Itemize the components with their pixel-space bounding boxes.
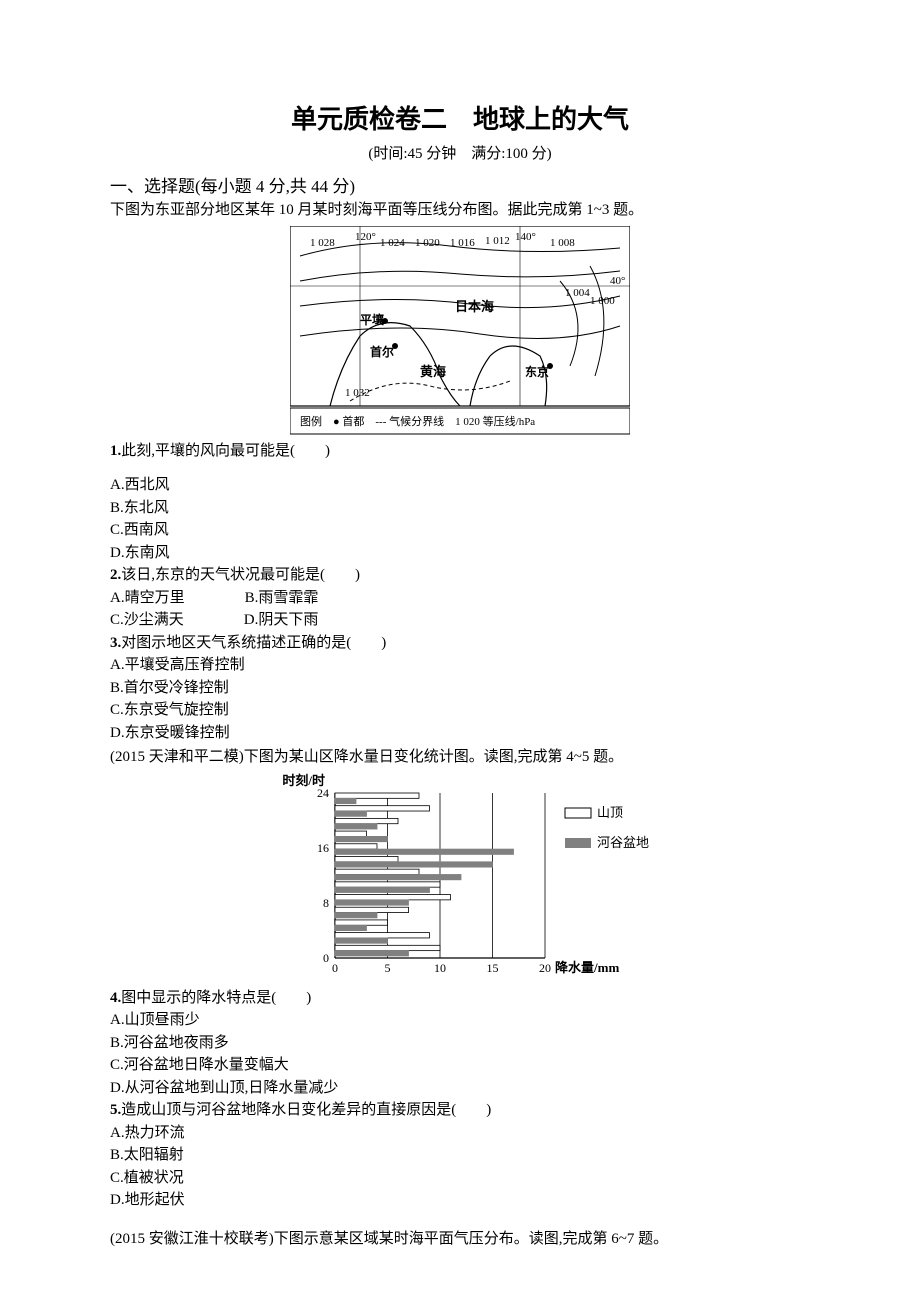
- figure-precip-chart: 时刻/时05101520081624降水量/mm山顶河谷盆地: [110, 773, 810, 983]
- q-number: 2.: [110, 567, 121, 583]
- svg-text:16: 16: [317, 841, 329, 855]
- region-label: 黄海: [420, 364, 446, 379]
- isobar-label: 1 004: [565, 287, 590, 299]
- svg-text:15: 15: [487, 961, 499, 975]
- lon-label: 120°: [355, 231, 376, 243]
- isobar-label: 1 012: [485, 235, 510, 247]
- q1-opt-d: D.东南风: [110, 542, 810, 565]
- intro-q1-3: 下图为东亚部分地区某年 10 月某时刻海平面等压线分布图。据此完成第 1~3 题…: [110, 199, 810, 222]
- page-subtitle: (时间:45 分钟 满分:100 分): [110, 143, 810, 166]
- spacer: [110, 462, 810, 474]
- isobar-label: 1 016: [450, 237, 475, 249]
- q2-opt-c: C.沙尘满天: [110, 609, 184, 632]
- spacer: [110, 1212, 810, 1226]
- svg-text:10: 10: [434, 961, 446, 975]
- city-label: 东京: [525, 364, 549, 379]
- q2-opt-d: D.阴天下雨: [244, 609, 319, 632]
- city-label: 平壤: [360, 312, 385, 327]
- q1-stem: 1.此刻,平壤的风向最可能是( ): [110, 440, 810, 463]
- q-text: 对图示地区天气系统描述正确的是( ): [121, 635, 386, 651]
- svg-text:河谷盆地: 河谷盆地: [597, 835, 649, 850]
- q2-opt-a: A.晴空万里: [110, 587, 185, 610]
- intro-q4-5: (2015 天津和平二模)下图为某山区降水量日变化统计图。读图,完成第 4~5 …: [110, 746, 810, 769]
- q3-opt-c: C.东京受气旋控制: [110, 699, 810, 722]
- isobar-label: 1 020: [415, 237, 440, 249]
- q3-opt-a: A.平壤受高压脊控制: [110, 654, 810, 677]
- intro-q6-7: (2015 安徽江淮十校联考)下图示意某区域某时海平面气压分布。读图,完成第 6…: [110, 1228, 810, 1251]
- q4-opt-a: A.山顶昼雨少: [110, 1009, 810, 1032]
- q3-stem: 3.对图示地区天气系统描述正确的是( ): [110, 632, 810, 655]
- svg-text:20: 20: [539, 961, 551, 975]
- svg-text:山顶: 山顶: [597, 805, 623, 820]
- svg-text:0: 0: [323, 951, 329, 965]
- lat-label: 40°: [610, 275, 625, 287]
- svg-text:5: 5: [385, 961, 391, 975]
- svg-text:0: 0: [332, 961, 338, 975]
- q1-opt-b: B.东北风: [110, 497, 810, 520]
- city-label: 首尔: [370, 344, 394, 359]
- svg-text:8: 8: [323, 896, 329, 910]
- q-number: 4.: [110, 990, 121, 1006]
- q3-opt-d: D.东京受暖锋控制: [110, 722, 810, 745]
- q1-opt-a: A.西北风: [110, 474, 810, 497]
- q5-opt-b: B.太阳辐射: [110, 1144, 810, 1167]
- q5-stem: 5.造成山顶与河谷盆地降水日变化差异的直接原因是( ): [110, 1099, 810, 1122]
- q5-opt-c: C.植被状况: [110, 1167, 810, 1190]
- q-number: 3.: [110, 635, 121, 651]
- q4-opt-c: C.河谷盆地日降水量变幅大: [110, 1054, 810, 1077]
- q1-opt-c: C.西南风: [110, 519, 810, 542]
- svg-text:24: 24: [317, 786, 329, 800]
- isobar-label: 1 032: [345, 387, 370, 399]
- q-number: 1.: [110, 443, 121, 459]
- q4-opt-d: D.从河谷盆地到山顶,日降水量减少: [110, 1077, 810, 1100]
- isobar-label: 1 024: [380, 237, 405, 249]
- q-text: 此刻,平壤的风向最可能是( ): [121, 443, 330, 459]
- q2-stem: 2.该日,东京的天气状况最可能是( ): [110, 564, 810, 587]
- section-1-heading: 一、选择题(每小题 4 分,共 44 分): [110, 174, 810, 200]
- q-number: 5.: [110, 1102, 121, 1118]
- isobar-label: 1 008: [550, 237, 575, 249]
- isobar-label: 1 000: [590, 295, 615, 307]
- region-label: 日本海: [455, 299, 494, 314]
- svg-text:降水量/mm: 降水量/mm: [555, 960, 619, 975]
- q-text: 该日,东京的天气状况最可能是( ): [121, 567, 360, 583]
- q-text: 造成山顶与河谷盆地降水日变化差异的直接原因是( ): [121, 1102, 491, 1118]
- q5-opt-a: A.热力环流: [110, 1122, 810, 1145]
- q4-opt-b: B.河谷盆地夜雨多: [110, 1032, 810, 1055]
- figure-isobar-map: 1 028 120° 1 024 1 020 1 016 1 012 140° …: [110, 226, 810, 436]
- q4-stem: 4.图中显示的降水特点是( ): [110, 987, 810, 1010]
- q5-opt-d: D.地形起伏: [110, 1189, 810, 1212]
- page-title: 单元质检卷二 地球上的大气: [110, 100, 810, 139]
- q2-opt-b: B.雨雪霏霏: [245, 587, 319, 610]
- q3-opt-b: B.首尔受冷锋控制: [110, 677, 810, 700]
- isobar-label: 1 028: [310, 237, 335, 249]
- q-text: 图中显示的降水特点是( ): [121, 990, 311, 1006]
- map-legend: 图例 ● 首都 --- 气候分界线 1 020 等压线/hPa: [300, 414, 535, 428]
- lon-label: 140°: [515, 231, 536, 243]
